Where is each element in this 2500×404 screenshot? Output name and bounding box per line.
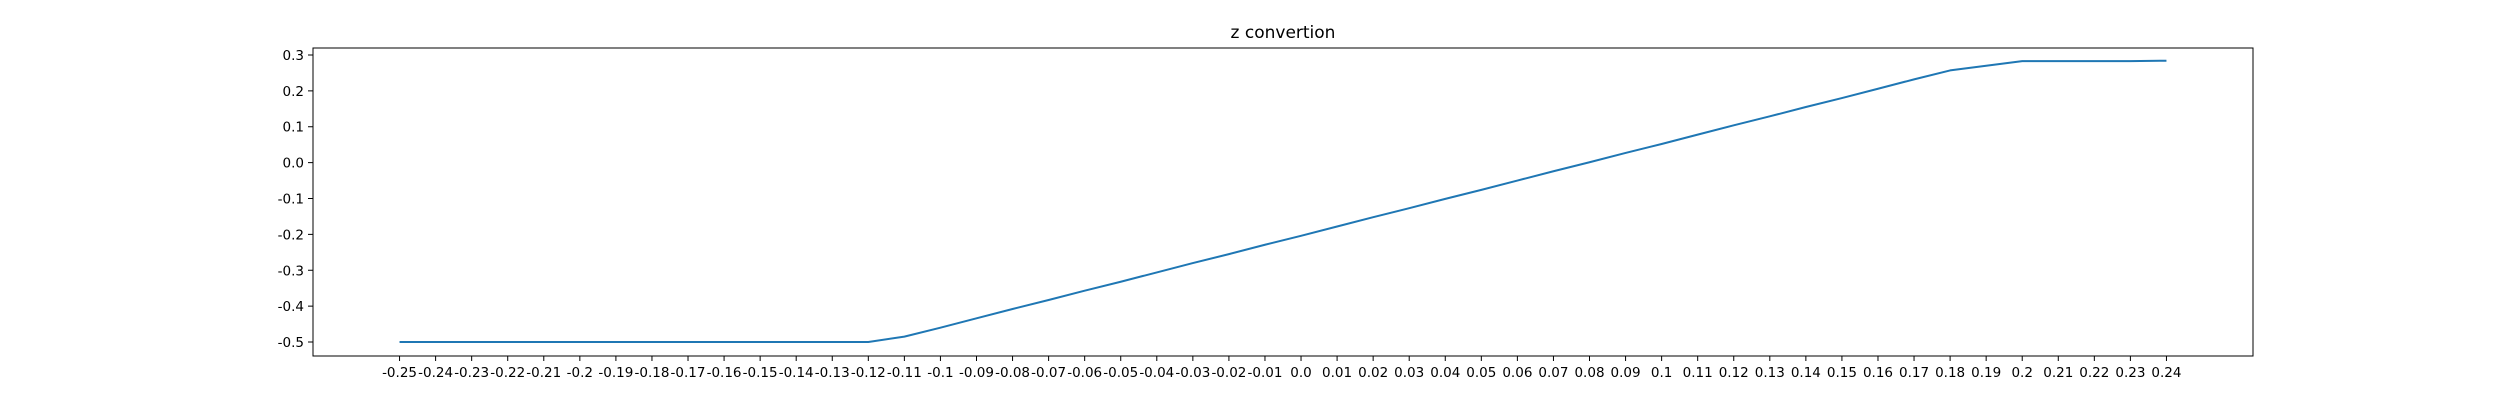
x-tick-label: 0.14 (1791, 365, 1821, 381)
x-tick-label: 0.24 (2151, 365, 2181, 381)
x-tick-label: 0.07 (1538, 365, 1568, 381)
x-tick-label: -0.02 (1211, 365, 1246, 381)
x-tick-label: -0.06 (1067, 365, 1102, 381)
chart-title: z convertion (1231, 23, 1336, 43)
x-tick-label: 0.22 (2079, 365, 2109, 381)
x-tick-label: -0.19 (598, 365, 633, 381)
x-tick-label: 0.0 (1290, 365, 1311, 381)
x-tick-label: -0.1 (927, 365, 953, 381)
x-tick-label: -0.07 (1031, 365, 1066, 381)
x-tick-label: 0.1 (1651, 365, 1672, 381)
y-tick-label: 0.3 (283, 48, 304, 64)
x-tick-label: -0.17 (671, 365, 706, 381)
x-tick-label: 0.23 (2115, 365, 2145, 381)
x-tick-label: -0.03 (1175, 365, 1210, 381)
x-tick-label: 0.06 (1502, 365, 1532, 381)
x-tick-label: 0.04 (1430, 365, 1460, 381)
x-tick-label: -0.16 (707, 365, 742, 381)
x-tick-label: -0.13 (815, 365, 850, 381)
plot-area (312, 47, 2254, 357)
x-tick-label: 0.05 (1466, 365, 1496, 381)
x-tick-label: -0.09 (959, 365, 994, 381)
y-tick-label: -0.2 (278, 227, 304, 243)
x-tick-label: 0.09 (1611, 365, 1641, 381)
series-line-0 (399, 59, 2167, 344)
x-tick-label: -0.04 (1139, 365, 1174, 381)
x-tick-label: -0.14 (779, 365, 814, 381)
y-tick-label: -0.3 (278, 263, 304, 279)
x-tick-label: -0.2 (567, 365, 593, 381)
x-tick-label: -0.05 (1103, 365, 1138, 381)
x-tick-label: 0.17 (1899, 365, 1929, 381)
x-tick-label: 0.13 (1755, 365, 1785, 381)
x-tick-label: 0.02 (1358, 365, 1388, 381)
x-tick-label: -0.15 (743, 365, 778, 381)
x-tick-label: -0.11 (887, 365, 922, 381)
x-tick-label: 0.08 (1574, 365, 1604, 381)
x-tick-label: 0.01 (1322, 365, 1352, 381)
y-tick-label: -0.4 (278, 299, 304, 315)
x-tick-label: -0.22 (490, 365, 525, 381)
y-axis: 0.3 0.2 0.1 0.0 -0.1 -0.2 -0.3 -0.4 -0.5 (278, 48, 313, 351)
y-tick-label: 0.1 (283, 120, 304, 136)
x-tick-label: -0.21 (526, 365, 561, 381)
x-tick-label: -0.24 (418, 365, 453, 381)
plot-frame (312, 47, 2254, 357)
x-tick-label: 0.11 (1683, 365, 1713, 381)
x-tick-label: -0.12 (851, 365, 886, 381)
x-tick-label: -0.01 (1248, 365, 1283, 381)
x-tick-label: -0.25 (382, 365, 417, 381)
x-tick-label: 0.19 (1971, 365, 2001, 381)
y-tick-label: 0.2 (283, 84, 304, 100)
x-axis: -0.25 -0.24 -0.23 -0.22 -0.21 -0.2 -0.19 -0.18-… (382, 356, 2181, 381)
x-tick-label: 0.16 (1863, 365, 1893, 381)
x-tick-label: -0.08 (995, 365, 1030, 381)
x-tick-label: 0.15 (1827, 365, 1857, 381)
x-tick-label: -0.23 (454, 365, 489, 381)
x-tick-label: 0.2 (2011, 365, 2032, 381)
y-tick-label: -0.1 (278, 192, 304, 208)
y-tick-label: -0.5 (278, 335, 304, 351)
x-tick-label: 0.12 (1719, 365, 1749, 381)
x-tick-label: 0.21 (2043, 365, 2073, 381)
x-tick-label: -0.18 (634, 365, 669, 381)
x-tick-label: 0.18 (1935, 365, 1965, 381)
y-tick-label: 0.0 (283, 156, 304, 172)
x-tick-label: 0.03 (1394, 365, 1424, 381)
